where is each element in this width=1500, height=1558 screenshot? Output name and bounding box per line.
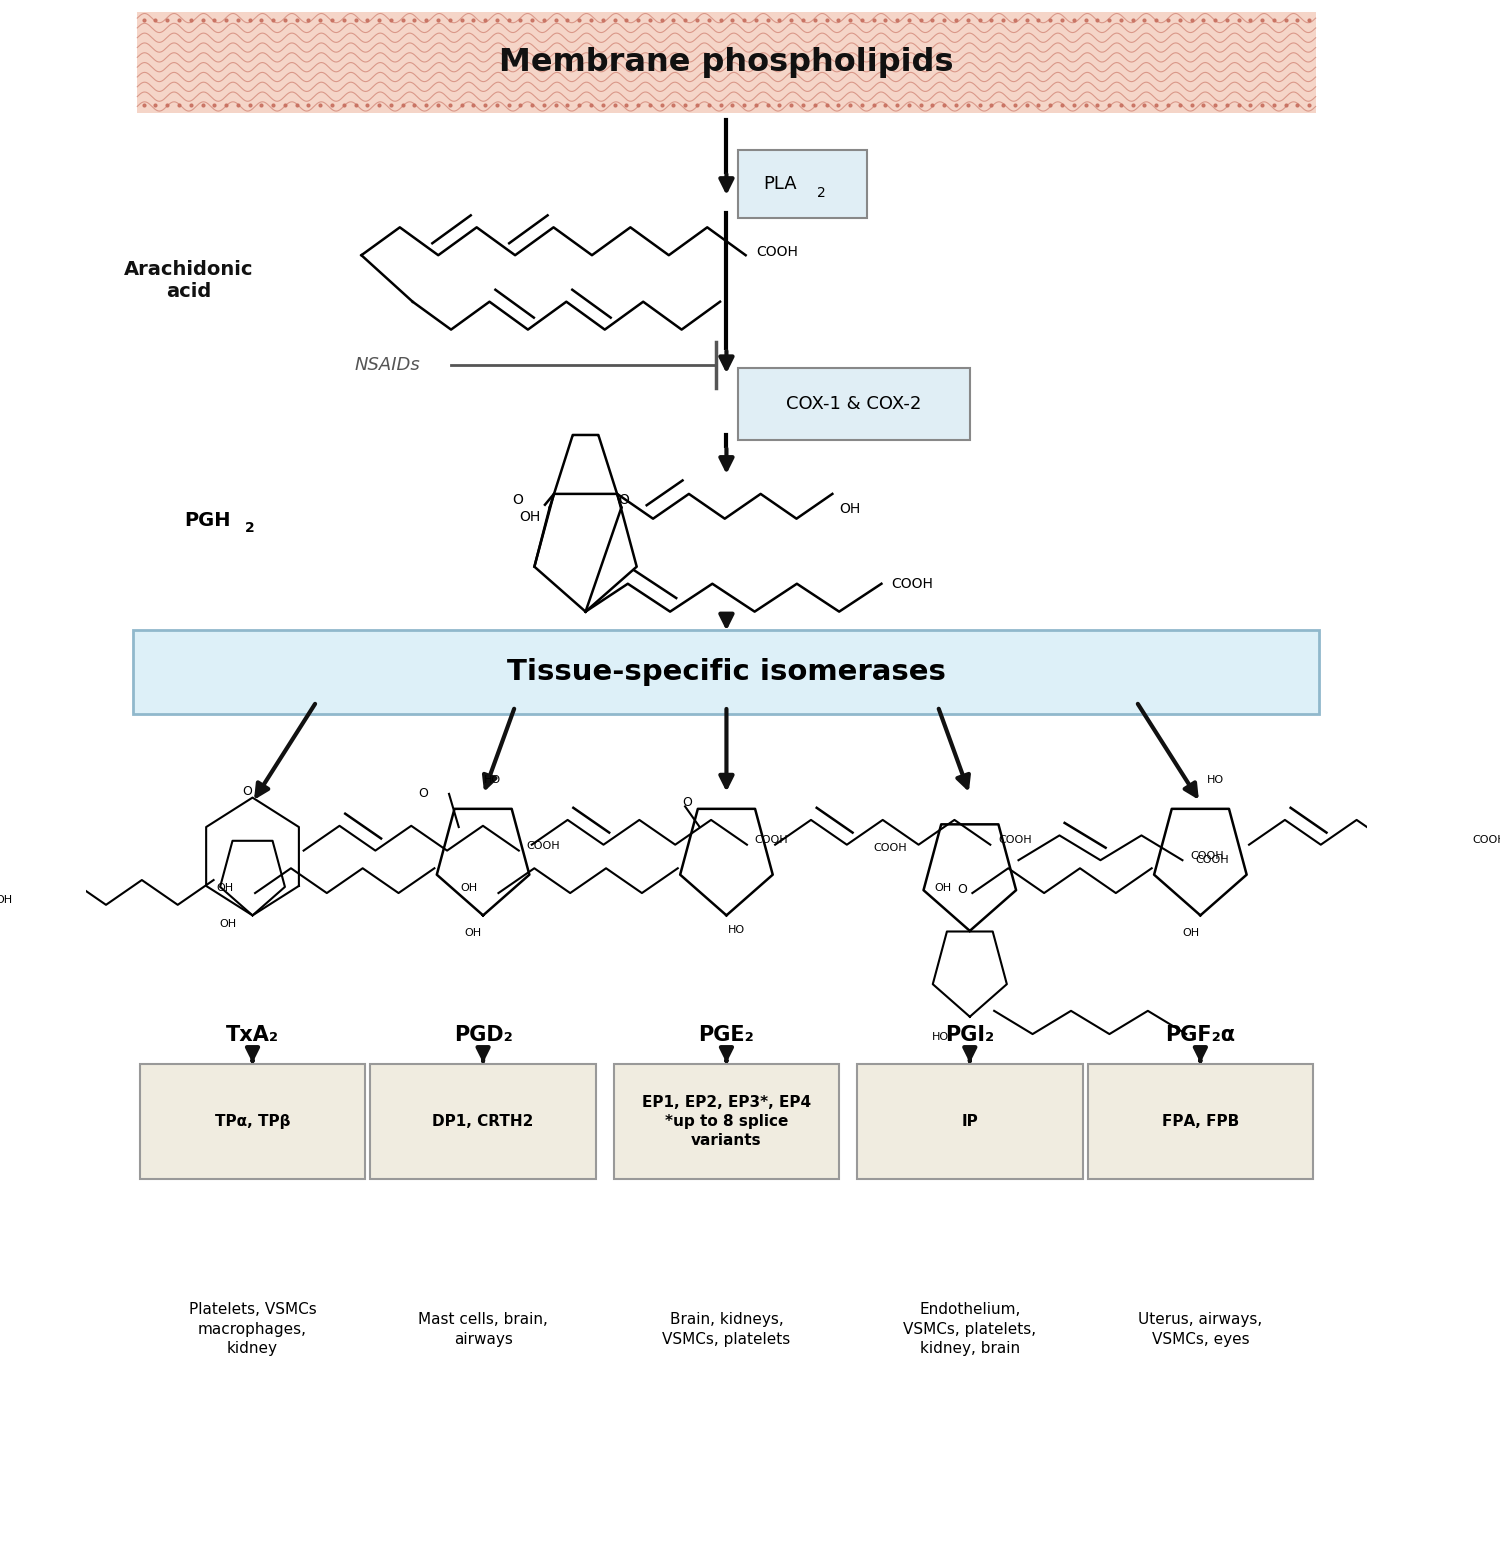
Text: Brain, kidneys,
VSMCs, platelets: Brain, kidneys, VSMCs, platelets (663, 1312, 790, 1346)
Text: DP1, CRTH2: DP1, CRTH2 (432, 1114, 534, 1130)
Text: PGE₂: PGE₂ (699, 1025, 754, 1045)
FancyBboxPatch shape (1088, 1064, 1312, 1179)
FancyBboxPatch shape (370, 1064, 596, 1179)
Text: COOH: COOH (998, 835, 1032, 844)
Text: Uterus, airways,
VSMCs, eyes: Uterus, airways, VSMCs, eyes (1138, 1312, 1263, 1346)
FancyBboxPatch shape (614, 1064, 839, 1179)
Bar (136, 12, 1316, 112)
Text: O: O (243, 785, 252, 798)
Text: PGD₂: PGD₂ (453, 1025, 513, 1045)
FancyBboxPatch shape (134, 631, 1320, 714)
Text: Mast cells, brain,
airways: Mast cells, brain, airways (419, 1312, 548, 1346)
Text: 2: 2 (818, 187, 825, 201)
Text: COOH: COOH (1472, 835, 1500, 844)
Text: COOH: COOH (873, 843, 906, 854)
Text: Platelets, VSMCs
macrophages,
kidney: Platelets, VSMCs macrophages, kidney (189, 1302, 316, 1357)
Text: OH: OH (0, 896, 13, 905)
FancyBboxPatch shape (738, 368, 970, 439)
Text: Membrane phospholipids: Membrane phospholipids (500, 47, 954, 78)
Text: OH: OH (839, 502, 860, 516)
FancyBboxPatch shape (140, 1064, 364, 1179)
Text: HO: HO (728, 925, 744, 935)
FancyBboxPatch shape (856, 1064, 1083, 1179)
Text: PGI₂: PGI₂ (945, 1025, 994, 1045)
Text: OH: OH (216, 883, 234, 893)
Text: O: O (512, 492, 524, 506)
Text: 2: 2 (244, 520, 255, 534)
Text: HO: HO (484, 774, 501, 785)
Text: NSAIDs: NSAIDs (354, 357, 420, 374)
Text: PGH: PGH (184, 511, 231, 530)
Text: HO: HO (1206, 774, 1224, 785)
Text: O: O (618, 492, 630, 506)
Text: Endothelium,
VSMCs, platelets,
kidney, brain: Endothelium, VSMCs, platelets, kidney, b… (903, 1302, 1036, 1357)
Text: FPΑ, FPΒ: FPΑ, FPΒ (1161, 1114, 1239, 1130)
Text: COOH: COOH (1190, 851, 1224, 860)
FancyBboxPatch shape (738, 150, 867, 218)
Text: OH: OH (219, 919, 237, 929)
Text: COOH: COOH (891, 576, 933, 590)
Text: EP1, EP2, EP3*, EP4
*up to 8 splice
variants: EP1, EP2, EP3*, EP4 *up to 8 splice vari… (642, 1095, 812, 1148)
Text: COOH: COOH (756, 245, 798, 259)
Text: O: O (419, 787, 429, 801)
Text: PGF₂α: PGF₂α (1166, 1025, 1236, 1045)
Text: TPα, TPβ: TPα, TPβ (214, 1114, 291, 1130)
Text: OH: OH (1182, 929, 1198, 938)
Text: O: O (957, 883, 968, 896)
Text: OH: OH (465, 929, 482, 938)
Text: COOH: COOH (526, 841, 560, 851)
Text: OH: OH (934, 883, 951, 893)
Text: TxA₂: TxA₂ (226, 1025, 279, 1045)
Text: OH: OH (460, 883, 477, 893)
Text: Tissue-specific isomerases: Tissue-specific isomerases (507, 657, 946, 686)
Text: COOH: COOH (1196, 855, 1228, 865)
Text: IP: IP (962, 1114, 978, 1130)
Text: PLA: PLA (764, 174, 796, 193)
Text: Arachidonic
acid: Arachidonic acid (123, 260, 254, 301)
Text: OH: OH (519, 509, 540, 523)
Text: O: O (682, 796, 693, 809)
Text: COX-1 & COX-2: COX-1 & COX-2 (786, 396, 921, 413)
Text: COOH: COOH (754, 835, 788, 844)
Text: HO: HO (932, 1033, 950, 1042)
